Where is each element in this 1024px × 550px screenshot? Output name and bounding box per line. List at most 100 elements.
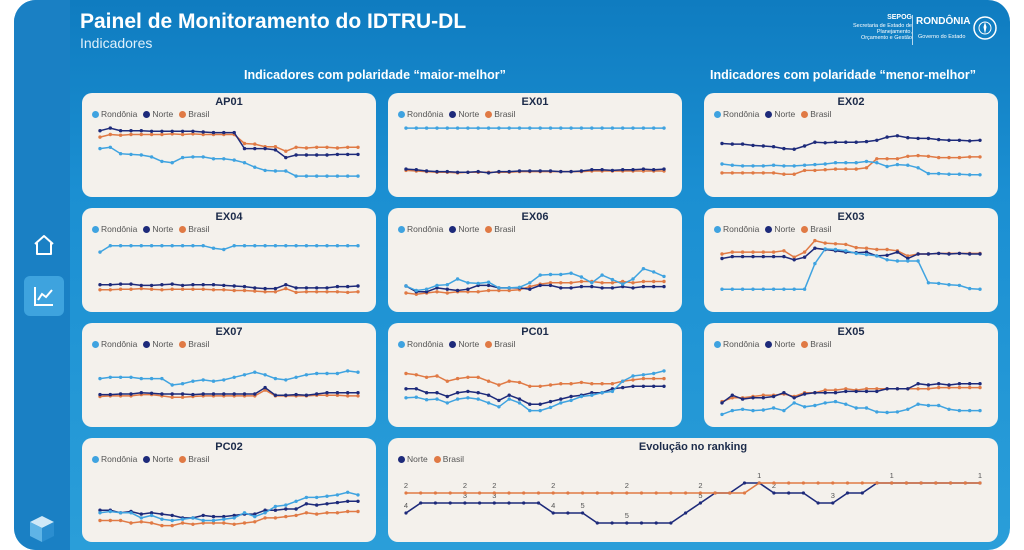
data-point-norte[interactable] xyxy=(751,396,755,400)
data-point-brasil[interactable] xyxy=(325,145,329,149)
data-point-norte[interactable] xyxy=(201,513,205,518)
data-point-brasil[interactable] xyxy=(792,172,796,176)
legend-item-brasil[interactable]: Brasil xyxy=(179,109,209,119)
data-point-norte[interactable] xyxy=(802,392,807,396)
legend-item-norte[interactable]: Norte xyxy=(765,339,795,349)
data-point-rondonia[interactable] xyxy=(600,126,604,130)
data-point-norte[interactable] xyxy=(864,250,869,254)
data-point-norte[interactable] xyxy=(740,397,745,401)
data-point-norte[interactable] xyxy=(346,152,350,157)
data-point-rondonia[interactable] xyxy=(548,272,553,277)
data-point-rondonia[interactable] xyxy=(466,396,470,400)
data-point-rondonia[interactable] xyxy=(211,518,216,523)
data-point-brasil[interactable] xyxy=(160,132,164,137)
data-point-rondonia[interactable] xyxy=(294,499,298,503)
data-point-norte[interactable] xyxy=(232,513,236,518)
data-point-rondonia[interactable] xyxy=(180,244,185,248)
data-point-rondonia[interactable] xyxy=(823,162,827,166)
data-point-norte[interactable] xyxy=(139,512,143,516)
data-point-norte[interactable] xyxy=(528,402,532,406)
data-point-rondonia[interactable] xyxy=(356,493,360,497)
data-point-rondonia[interactable] xyxy=(833,161,838,165)
data-point-rondonia[interactable] xyxy=(466,281,470,285)
data-point-norte[interactable] xyxy=(304,286,309,290)
data-point-norte[interactable] xyxy=(325,153,329,157)
data-point-rondonia[interactable] xyxy=(445,401,449,405)
data-point-brasil[interactable] xyxy=(242,288,247,293)
data-point-rondonia[interactable] xyxy=(720,162,724,166)
data-point-brasil[interactable] xyxy=(860,481,864,485)
data-point-brasil[interactable] xyxy=(864,246,869,250)
data-point-brasil[interactable] xyxy=(445,379,449,383)
data-point-rondonia[interactable] xyxy=(325,244,329,248)
data-point-rondonia[interactable] xyxy=(507,126,511,130)
data-point-rondonia[interactable] xyxy=(895,259,900,263)
data-point-rondonia[interactable] xyxy=(273,244,278,248)
data-point-brasil[interactable] xyxy=(916,387,920,391)
data-point-brasil[interactable] xyxy=(108,518,112,523)
data-point-rondonia[interactable] xyxy=(947,407,951,411)
data-point-brasil[interactable] xyxy=(895,157,900,161)
data-point-rondonia[interactable] xyxy=(864,159,869,164)
data-point-brasil[interactable] xyxy=(211,521,216,525)
data-point-brasil[interactable] xyxy=(968,155,972,159)
data-point-norte[interactable] xyxy=(816,501,820,505)
data-point-rondonia[interactable] xyxy=(170,244,174,248)
data-point-norte[interactable] xyxy=(424,391,429,395)
data-point-brasil[interactable] xyxy=(740,171,745,175)
data-point-norte[interactable] xyxy=(569,394,573,399)
data-point-rondonia[interactable] xyxy=(730,287,734,291)
data-point-norte[interactable] xyxy=(566,511,570,515)
data-point-rondonia[interactable] xyxy=(253,514,257,519)
data-point-norte[interactable] xyxy=(579,284,584,289)
data-point-rondonia[interactable] xyxy=(129,244,133,248)
data-point-norte[interactable] xyxy=(536,501,541,505)
data-point-brasil[interactable] xyxy=(885,247,889,252)
data-point-rondonia[interactable] xyxy=(315,174,319,178)
data-point-norte[interactable] xyxy=(315,503,319,507)
data-point-norte[interactable] xyxy=(968,139,972,143)
data-point-rondonia[interactable] xyxy=(559,401,563,405)
data-point-norte[interactable] xyxy=(875,138,879,142)
data-point-rondonia[interactable] xyxy=(600,273,604,277)
data-point-norte[interactable] xyxy=(211,392,216,396)
data-point-brasil[interactable] xyxy=(816,481,820,485)
data-point-brasil[interactable] xyxy=(771,250,776,254)
data-point-brasil[interactable] xyxy=(813,168,817,173)
data-point-brasil[interactable] xyxy=(325,290,329,294)
data-point-rondonia[interactable] xyxy=(559,272,563,277)
data-point-norte[interactable] xyxy=(149,129,154,133)
data-point-brasil[interactable] xyxy=(294,145,298,149)
data-point-brasil[interactable] xyxy=(823,241,827,245)
data-point-norte[interactable] xyxy=(445,394,449,399)
data-point-brasil[interactable] xyxy=(782,172,786,176)
data-point-brasil[interactable] xyxy=(569,281,573,285)
data-point-rondonia[interactable] xyxy=(885,164,889,169)
data-point-rondonia[interactable] xyxy=(740,287,745,291)
data-point-norte[interactable] xyxy=(424,169,429,173)
data-point-norte[interactable] xyxy=(191,392,195,397)
data-point-rondonia[interactable] xyxy=(631,277,635,281)
data-point-rondonia[interactable] xyxy=(875,254,879,258)
data-point-norte[interactable] xyxy=(304,502,309,506)
data-point-rondonia[interactable] xyxy=(304,244,309,248)
data-point-rondonia[interactable] xyxy=(129,511,133,515)
data-point-brasil[interactable] xyxy=(478,491,482,495)
data-point-brasil[interactable] xyxy=(414,373,418,377)
data-point-brasil[interactable] xyxy=(569,382,573,386)
data-point-rondonia[interactable] xyxy=(160,517,164,521)
data-point-brasil[interactable] xyxy=(273,516,278,520)
data-point-norte[interactable] xyxy=(771,145,776,149)
data-point-norte[interactable] xyxy=(792,258,796,262)
data-point-rondonia[interactable] xyxy=(569,398,573,403)
data-point-rondonia[interactable] xyxy=(844,402,848,406)
data-point-rondonia[interactable] xyxy=(957,408,962,413)
data-point-rondonia[interactable] xyxy=(404,396,408,400)
data-point-brasil[interactable] xyxy=(455,376,460,381)
data-point-norte[interactable] xyxy=(751,254,755,259)
data-point-brasil[interactable] xyxy=(180,395,185,399)
data-point-rondonia[interactable] xyxy=(497,126,501,130)
data-point-brasil[interactable] xyxy=(713,491,717,495)
data-point-rondonia[interactable] xyxy=(538,126,542,130)
data-point-rondonia[interactable] xyxy=(968,408,972,413)
